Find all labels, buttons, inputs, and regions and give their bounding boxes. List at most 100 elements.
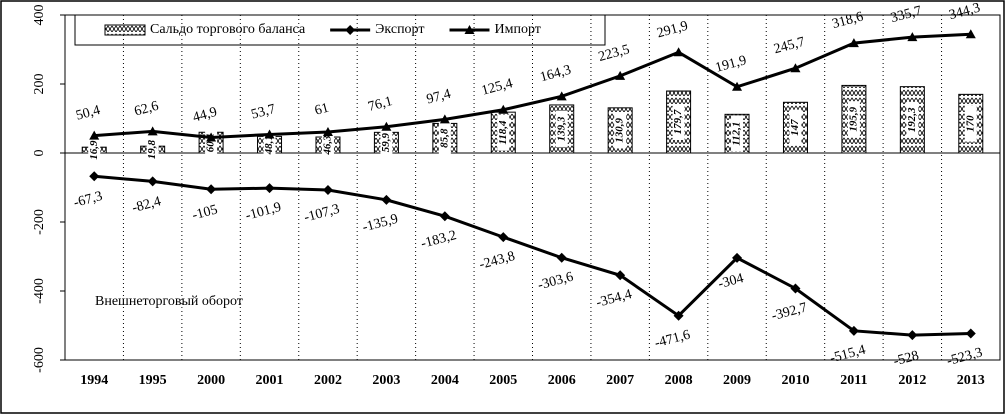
y-tick-label: 0 xyxy=(32,150,47,157)
bar-label-bg xyxy=(906,101,919,138)
legend-swatch xyxy=(104,24,146,36)
legend-label: Импорт xyxy=(495,22,541,37)
bar-value-label: 19,8 xyxy=(146,139,158,159)
data-label: 53,7 xyxy=(250,102,278,123)
point xyxy=(89,171,100,182)
data-label: -392,7 xyxy=(770,300,809,324)
data-label: 291,9 xyxy=(655,19,689,42)
bar-value-label: 118,4 xyxy=(497,120,509,145)
bar-label-bg xyxy=(88,132,101,169)
point xyxy=(264,183,275,194)
data-label: -304 xyxy=(717,271,746,292)
bar-label-bg xyxy=(380,124,393,161)
x-tick-label: 2001 xyxy=(256,373,284,388)
point xyxy=(615,270,626,281)
x-tick-label: 2010 xyxy=(781,373,809,388)
point xyxy=(147,126,158,136)
legend-label: Сальдо торгового баланса xyxy=(150,22,306,37)
y-tick-label: 200 xyxy=(32,74,47,95)
x-tick-label: 1994 xyxy=(80,373,108,388)
data-label: 76,1 xyxy=(367,94,395,115)
point xyxy=(381,121,392,131)
data-label: 164,3 xyxy=(538,63,572,86)
bar-value-label: 112,1 xyxy=(731,122,743,146)
point xyxy=(790,63,801,73)
x-tick-label: 2002 xyxy=(314,373,342,388)
point xyxy=(907,32,918,42)
bar-label-bg xyxy=(555,110,568,147)
data-label: 191,9 xyxy=(714,53,748,76)
bar-label-bg xyxy=(964,105,977,142)
point xyxy=(264,129,275,139)
point xyxy=(848,325,859,336)
bar-value-label: 130,9 xyxy=(614,118,626,143)
x-tick-label: 2003 xyxy=(372,373,400,388)
data-label: 50,4 xyxy=(74,103,102,124)
bar-value-label: 46,3 xyxy=(322,135,334,156)
point xyxy=(439,114,450,124)
bar-label-bg xyxy=(789,109,802,146)
point xyxy=(673,310,684,321)
bar-value-label: 170 xyxy=(964,115,976,132)
point xyxy=(206,132,217,142)
point xyxy=(965,29,976,39)
data-label: 44,9 xyxy=(191,105,219,126)
point xyxy=(848,38,859,48)
x-tick-label: 2011 xyxy=(840,373,867,388)
bar-value-label: 179,7 xyxy=(672,109,684,134)
point xyxy=(322,126,333,136)
y-tick-label: 400 xyxy=(32,5,47,26)
point xyxy=(322,185,333,196)
data-label: 125,4 xyxy=(480,76,514,99)
point xyxy=(615,70,626,80)
bar-label-bg xyxy=(497,114,510,151)
point xyxy=(381,194,392,205)
data-label: -523,3 xyxy=(945,345,984,369)
point xyxy=(439,211,450,222)
data-label: 97,4 xyxy=(425,87,453,108)
x-tick-label: 2007 xyxy=(606,373,634,388)
point xyxy=(206,184,217,195)
data-label: -82,4 xyxy=(131,194,163,216)
point xyxy=(790,283,801,294)
data-label: 61 xyxy=(313,101,330,119)
point xyxy=(732,81,743,91)
bar-label-bg xyxy=(731,115,744,152)
legend-marker xyxy=(464,25,475,34)
point xyxy=(498,104,509,114)
legend-label: Экспорт xyxy=(375,22,424,37)
x-tick-label: 2000 xyxy=(197,373,225,388)
point xyxy=(907,330,918,341)
y-tick-label: -400 xyxy=(32,278,47,304)
data-label: 344,3 xyxy=(948,1,982,24)
bar-value-label: 48,1 xyxy=(263,135,275,155)
x-tick-label: 2005 xyxy=(489,373,517,388)
bar-label-bg xyxy=(847,101,860,138)
data-label: -135,9 xyxy=(361,212,400,236)
data-label: -243,8 xyxy=(478,249,517,273)
x-tick-label: 2008 xyxy=(665,373,693,388)
bar-value-label: 16,9 xyxy=(88,140,100,160)
point xyxy=(965,328,976,339)
x-tick-label: 2013 xyxy=(957,373,985,388)
bar-value-label: 139,3 xyxy=(555,116,567,141)
bar-label-bg xyxy=(205,124,218,161)
point xyxy=(147,176,158,187)
x-tick-label: 2012 xyxy=(898,373,926,388)
bar-value-label: 59,9 xyxy=(380,133,392,153)
line xyxy=(94,174,971,337)
bar-label-bg xyxy=(146,131,159,168)
point xyxy=(498,232,509,243)
x-tick-label: 1995 xyxy=(139,373,167,388)
bar-value-label: 147 xyxy=(789,119,801,136)
point xyxy=(89,130,100,140)
legend-marker xyxy=(345,25,356,35)
point xyxy=(732,252,743,263)
y-tick-label: -200 xyxy=(32,209,47,235)
point xyxy=(673,47,684,57)
data-label: 223,5 xyxy=(597,42,631,65)
data-label: -354,4 xyxy=(595,287,634,311)
